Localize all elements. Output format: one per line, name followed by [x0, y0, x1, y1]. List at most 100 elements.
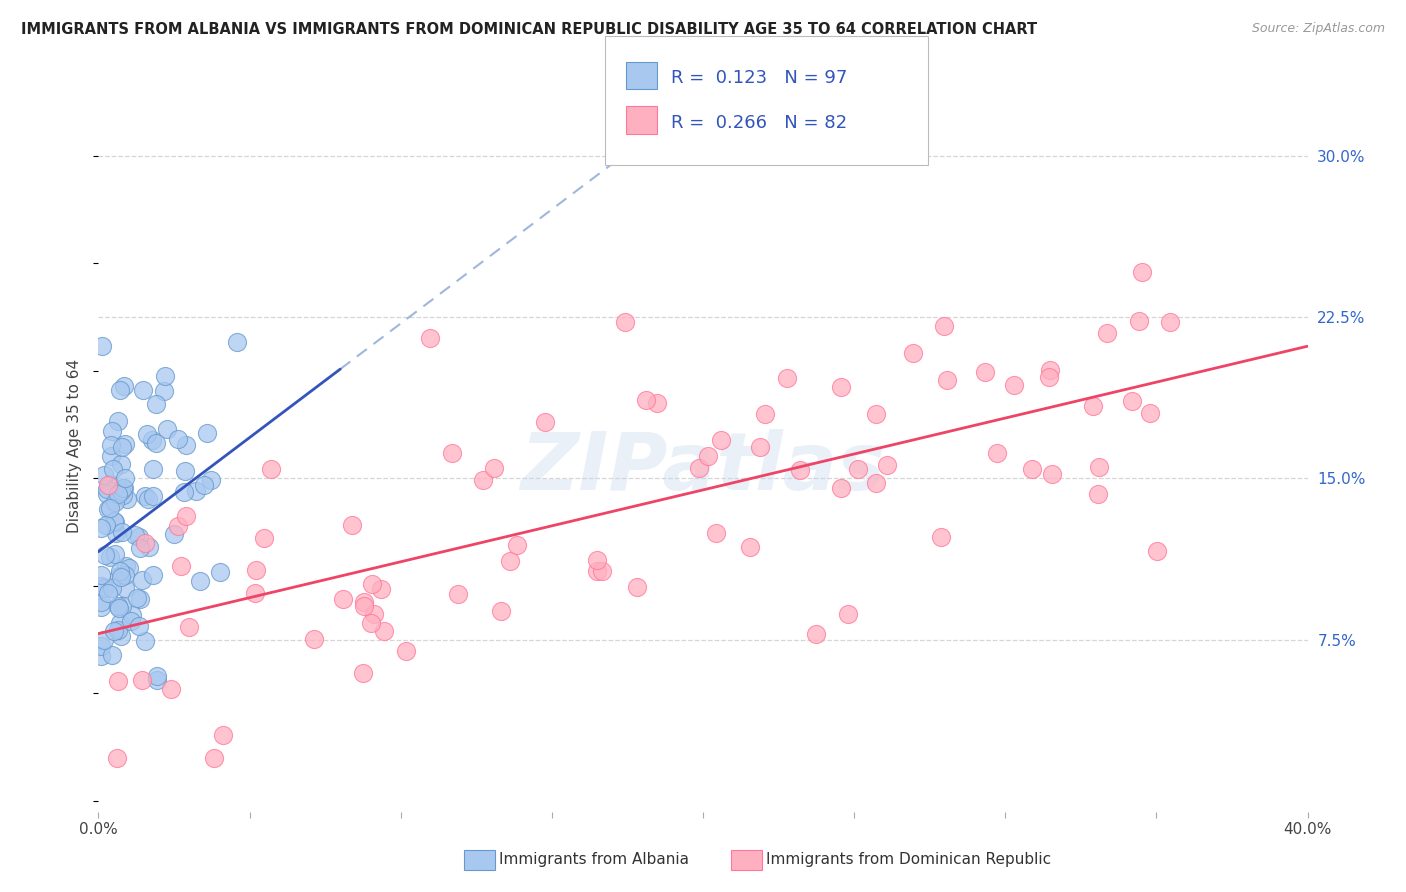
Point	[156, 422, 179, 436]
Point	[141, 490, 163, 504]
Point	[697, 450, 720, 464]
Point	[830, 481, 852, 495]
Point	[614, 314, 637, 328]
Point	[112, 481, 135, 495]
Point	[110, 570, 132, 584]
Point	[973, 365, 995, 379]
Point	[1159, 315, 1181, 329]
Point	[110, 484, 132, 499]
Point	[114, 568, 136, 582]
Point	[107, 487, 129, 501]
Point	[1095, 326, 1118, 340]
Point	[134, 535, 156, 549]
Point	[128, 592, 150, 607]
Point	[146, 669, 169, 683]
Point	[174, 508, 197, 523]
Point	[200, 473, 222, 487]
Point	[111, 599, 134, 613]
Point	[986, 446, 1008, 460]
Point	[132, 383, 155, 397]
Point	[142, 462, 165, 476]
Point	[704, 526, 727, 541]
Point	[98, 549, 121, 564]
Point	[710, 433, 733, 447]
Point	[110, 629, 132, 643]
Point	[90, 339, 112, 353]
Point	[107, 414, 129, 428]
Point	[1128, 314, 1150, 328]
Point	[174, 464, 197, 478]
Point	[104, 515, 127, 529]
Point	[353, 595, 375, 609]
Point	[136, 491, 159, 506]
Point	[118, 561, 141, 575]
Point	[103, 514, 125, 528]
Point	[115, 559, 138, 574]
Point	[789, 462, 811, 476]
Point	[127, 591, 149, 606]
Point	[155, 368, 177, 383]
Point	[901, 345, 924, 359]
Point	[738, 540, 761, 554]
Point	[101, 581, 124, 595]
Point	[482, 460, 505, 475]
Text: IMMIGRANTS FROM ALBANIA VS IMMIGRANTS FROM DOMINICAN REPUBLIC DISABILITY AGE 35 : IMMIGRANTS FROM ALBANIA VS IMMIGRANTS FR…	[21, 22, 1038, 37]
Point	[104, 526, 127, 541]
Point	[1040, 467, 1063, 481]
Point	[243, 586, 266, 600]
Point	[101, 424, 124, 438]
Point	[107, 624, 129, 638]
Point	[441, 446, 464, 460]
Point	[591, 564, 613, 578]
Point	[166, 432, 188, 446]
Point	[90, 579, 112, 593]
Y-axis label: Disability Age 35 to 64: Disability Age 35 to 64	[67, 359, 83, 533]
Point	[1038, 370, 1060, 384]
Point	[93, 633, 115, 648]
Point	[146, 673, 169, 687]
Point	[585, 553, 607, 567]
Point	[260, 462, 283, 476]
Point	[110, 383, 132, 397]
Point	[447, 586, 470, 600]
Point	[110, 525, 132, 540]
Point	[534, 415, 557, 429]
Point	[506, 538, 529, 552]
Point	[179, 620, 201, 634]
Point	[131, 573, 153, 587]
Point	[935, 373, 957, 387]
Point	[159, 681, 181, 696]
Point	[101, 648, 124, 663]
Point	[688, 461, 710, 475]
Text: Immigrants from Albania: Immigrants from Albania	[499, 853, 689, 867]
Point	[208, 565, 231, 579]
Point	[1087, 486, 1109, 500]
Point	[90, 568, 112, 582]
Text: Source: ZipAtlas.com: Source: ZipAtlas.com	[1251, 22, 1385, 36]
Point	[103, 624, 125, 638]
Point	[471, 473, 494, 487]
Point	[131, 673, 153, 687]
Point	[117, 491, 139, 506]
Point	[173, 485, 195, 500]
Point	[104, 548, 127, 562]
Point	[370, 582, 392, 596]
Point	[114, 581, 136, 595]
Point	[1021, 462, 1043, 476]
Point	[1139, 406, 1161, 420]
Point	[245, 564, 267, 578]
Point	[804, 627, 827, 641]
Point	[107, 599, 129, 613]
Point	[145, 436, 167, 450]
Point	[108, 564, 131, 578]
Point	[353, 599, 375, 613]
Point	[97, 585, 120, 599]
Point	[332, 592, 354, 607]
Point	[128, 530, 150, 544]
Point	[363, 607, 385, 621]
Point	[107, 673, 129, 688]
Point	[202, 751, 225, 765]
Point	[134, 634, 156, 648]
Point	[1087, 459, 1109, 474]
Point	[837, 607, 859, 622]
